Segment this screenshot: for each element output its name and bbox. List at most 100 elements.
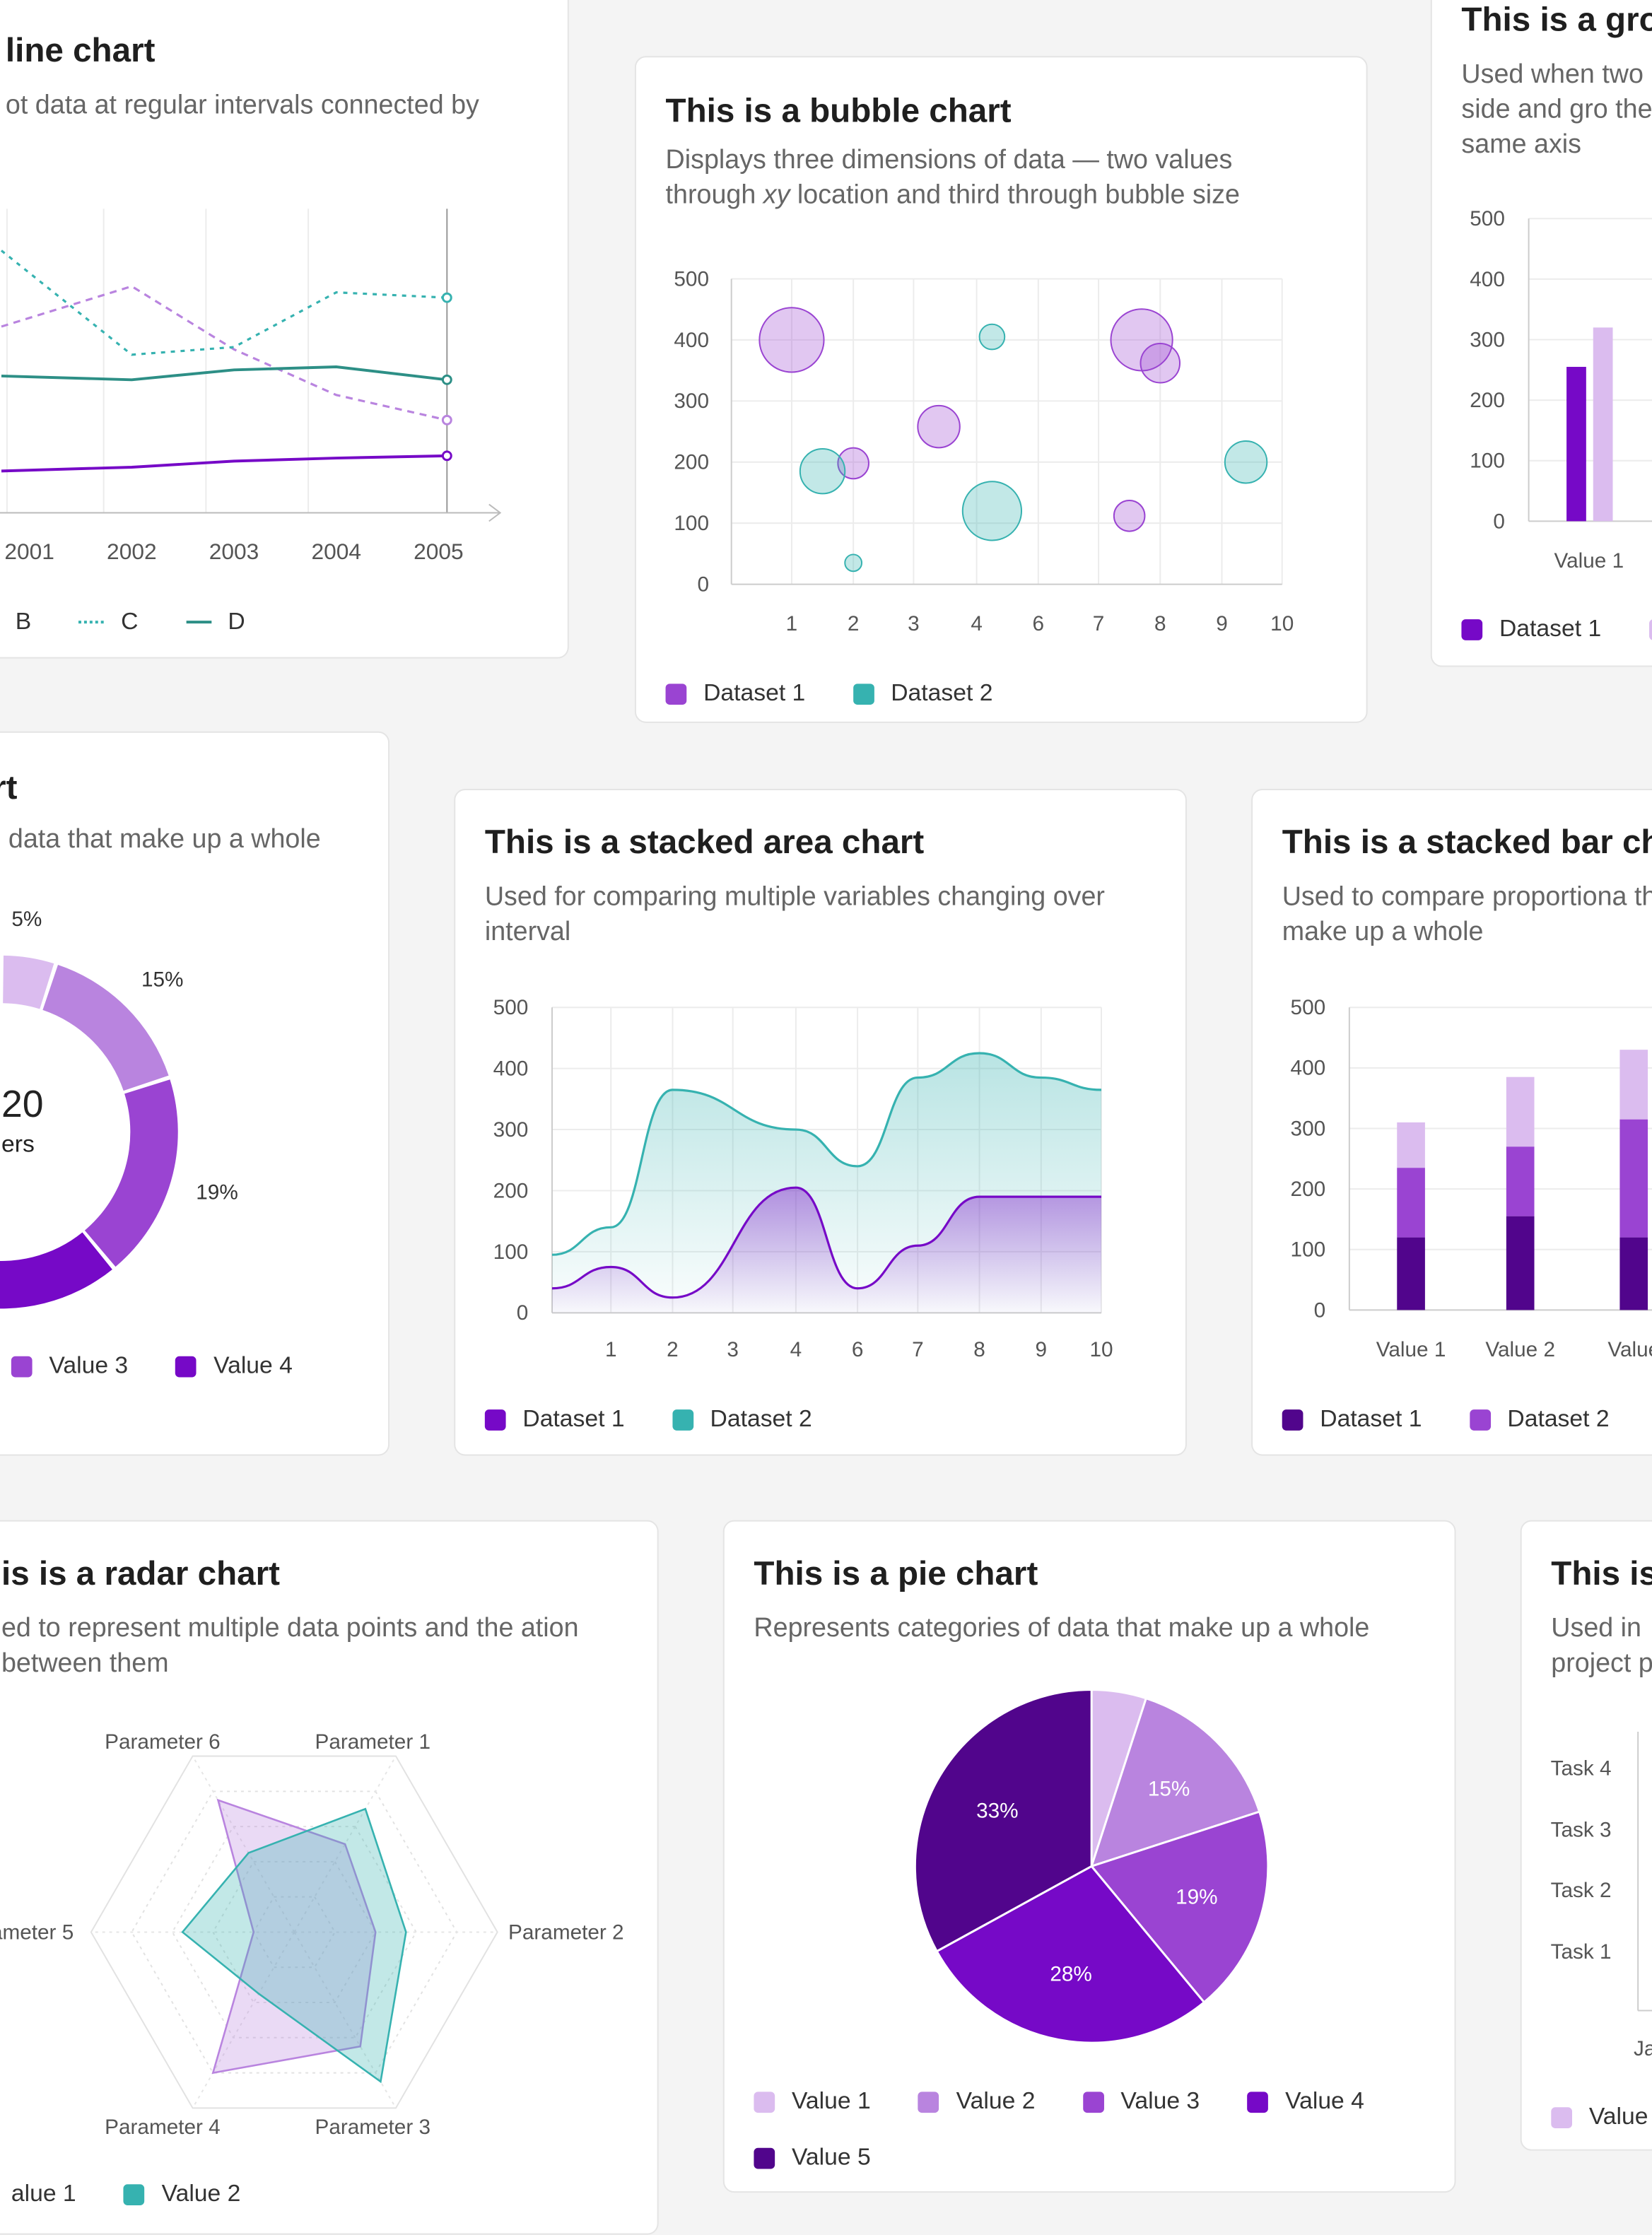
y-tick-label: 0: [1314, 1298, 1326, 1322]
x-axis-arrow: [488, 503, 502, 522]
legend-swatch: [1551, 2106, 1573, 2128]
x-tick-label: 8: [973, 1338, 985, 1361]
slice-pct-label: 28%: [1050, 1962, 1091, 1985]
x-tick-label: 10: [1270, 612, 1294, 635]
task-label: Task 3: [1551, 1819, 1612, 1842]
bar: [1593, 327, 1613, 522]
x-tick-label: 6: [1033, 612, 1045, 635]
legend-item: Dataset 1: [484, 1405, 625, 1433]
x-tick-label: 3: [908, 612, 920, 635]
card-title: This is a stacked area chart: [484, 823, 925, 862]
legend-swatch: [1247, 2091, 1269, 2113]
legend-item: alue 1: [0, 2180, 76, 2208]
legend-label: Value 5: [791, 2143, 871, 2171]
pie-slice: [913, 1689, 1093, 1953]
legend-item: D: [185, 608, 245, 636]
x-tick-label: Value: [1607, 1338, 1652, 1361]
donut-center-label: ers: [1, 1130, 35, 1158]
legend-label: alue 1: [11, 2180, 76, 2207]
legend-label: Value 2: [956, 2087, 1036, 2115]
legend-swatch: [918, 2091, 939, 2113]
legend-label: Dataset 1: [1499, 615, 1602, 642]
gantt-chart-card: This is Used in project p Task 4 Task 3 Ta…: [1520, 1520, 1652, 2151]
y-tick-label: 0: [517, 1301, 529, 1325]
slice-pct-label: 33%: [976, 1799, 1018, 1822]
legend-label: D: [228, 608, 245, 635]
x-tick-label: 2003: [209, 539, 259, 564]
legend-item: Dataset 1: [1461, 615, 1601, 643]
bar-segment: [1397, 1237, 1425, 1310]
y-tick-label: 0: [697, 573, 709, 596]
x-tick-label: Value 1: [1554, 549, 1624, 573]
legend-item: Value 3: [1082, 2087, 1200, 2116]
chart-legend: Dataset 1 Dataset 2: [484, 1405, 812, 1433]
bar-segment: [1619, 1237, 1648, 1310]
y-tick-label: 400: [1291, 1057, 1326, 1080]
stacked-bar-chart-card: This is a stacked bar ch Used to compare…: [1251, 788, 1652, 1456]
radar-spoke: [192, 1756, 295, 1932]
y-tick-label: 400: [674, 329, 709, 352]
chart-legend: B C D: [0, 608, 245, 636]
card-title: This is a pie chart: [754, 1555, 1038, 1593]
radar-grid-ring: [252, 1896, 336, 1969]
legend-label: Dataset 2: [710, 1405, 812, 1432]
radar-spoke: [293, 1756, 397, 1932]
card-description: Used when two by-side and gro the same a…: [1461, 60, 1652, 160]
legend-label: Value: [1588, 2103, 1648, 2130]
grouped-bar-chart-card: This is a gro Used when two by-side and …: [1430, 0, 1652, 667]
series-end-point: [441, 450, 452, 462]
chart-legend: Value: [1551, 2103, 1648, 2131]
y-tick-label: 200: [1470, 389, 1505, 412]
slice-pct-label: 15%: [141, 968, 183, 992]
legend-item: Value 2: [918, 2087, 1035, 2116]
card-description: ot data at regular intervals connected b…: [5, 90, 479, 121]
legend-label: Dataset 2: [1507, 1405, 1610, 1432]
radar-axis-label: Parameter 1: [315, 1730, 430, 1754]
legend-swatch: [78, 621, 105, 624]
bubble: [1113, 499, 1146, 532]
legend-label: Dataset 1: [703, 679, 806, 707]
legend-swatch: [665, 683, 687, 705]
card-description: Used to compare proportiona that make up…: [1282, 882, 1652, 947]
donut-slice: [84, 1079, 178, 1267]
x-tick-label: 8: [1154, 612, 1166, 635]
pie-slice: [1089, 1810, 1270, 2004]
radar-grid-ring: [212, 1860, 377, 2004]
y-tick-label: 400: [493, 1057, 529, 1081]
slice-pct-label: 19%: [196, 1181, 238, 1204]
legend-item: Dataset 2: [1469, 1405, 1610, 1433]
x-tick-label: 2: [848, 612, 860, 635]
card-description: Displays three dimensions of data — two …: [665, 146, 1240, 211]
legend-label: C: [121, 608, 139, 635]
y-tick-label: 300: [1291, 1117, 1326, 1140]
legend-swatch: [11, 1355, 33, 1377]
legend-item: C: [78, 608, 139, 636]
chart-legend: alue 1 Value 2: [0, 2180, 241, 2208]
y-tick-label: 200: [1291, 1178, 1326, 1201]
legend-item: [1648, 615, 1652, 643]
grouped-bar-plot: 0 100 200 300 400 500 Value 1: [1470, 207, 1652, 573]
x-tick-label: 2: [667, 1338, 679, 1361]
bar: [1566, 367, 1586, 522]
legend-item: Value 5: [754, 2143, 871, 2172]
task-label: Task 4: [1551, 1756, 1612, 1780]
y-tick-label: 0: [1493, 510, 1505, 533]
legend-item: Dataset 1: [1282, 1405, 1422, 1433]
radar-axis-label: ameter 5: [0, 1920, 74, 1944]
gantt-chart-plot: Task 4 Task 3 Task 2 Task 1 Jan: [1551, 1731, 1652, 2060]
y-tick-label: 500: [1470, 207, 1505, 230]
pie-slice: [935, 1865, 1206, 2044]
stacked-area-plot: 0 100 200 300 400 500 1 2 3 4 6 7 8 9 10: [493, 996, 1113, 1361]
legend-item: Value 1: [754, 2087, 871, 2116]
bar-segment: [1619, 1050, 1648, 1120]
legend-label: Value 4: [213, 1351, 293, 1379]
legend-item: Dataset 2: [672, 1405, 812, 1433]
legend-swatch: [1082, 2091, 1104, 2113]
legend-item: B: [0, 608, 31, 636]
legend-swatch: [754, 2147, 775, 2169]
card-title: This is a bubble chart: [665, 92, 1012, 131]
series-end-point: [441, 374, 452, 385]
legend-item: Value 2: [124, 2180, 240, 2208]
legend-label: Dataset 1: [522, 1405, 625, 1432]
x-tick-label: 4: [790, 1338, 802, 1361]
